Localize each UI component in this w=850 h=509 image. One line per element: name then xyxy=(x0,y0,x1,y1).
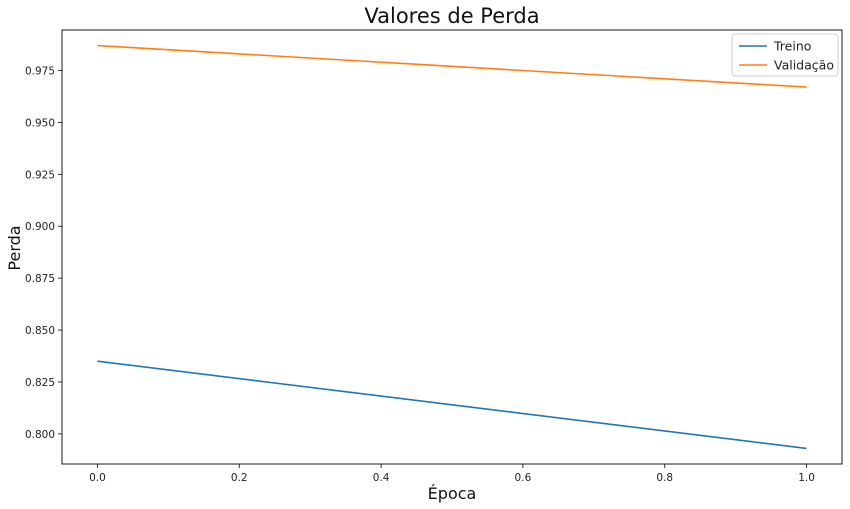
legend: Treino Validação xyxy=(731,33,839,77)
series-lines xyxy=(97,44,807,450)
y-tick-label: 0.925 xyxy=(25,169,55,181)
legend-label: Validação xyxy=(774,58,834,73)
x-tick-label: 0.6 xyxy=(515,472,532,484)
x-tick-label: 0.4 xyxy=(373,472,390,484)
series-line-validacao xyxy=(97,44,807,88)
x-tick-label: 0.8 xyxy=(656,472,673,484)
y-tick-label: 0.825 xyxy=(25,377,55,389)
series-line-treino xyxy=(97,360,807,450)
x-tick-label: 0.2 xyxy=(231,472,248,484)
y-tick-label: 0.900 xyxy=(25,221,55,233)
x-axis-label: Época xyxy=(428,484,477,503)
y-tick-label: 0.975 xyxy=(25,65,55,77)
y-tick-label: 0.875 xyxy=(25,273,55,285)
axis-ticks: 0.0 0.2 0.4 0.6 0.8 1.0 0.800 0.825 0.850 0.875 0.… xyxy=(25,65,815,484)
chart-title: Valores de Perda xyxy=(364,4,539,28)
legend-label: Treino xyxy=(773,39,811,54)
x-tick-label: 0.0 xyxy=(89,472,106,484)
y-tick-label: 0.800 xyxy=(25,429,55,441)
y-tick-label: 0.950 xyxy=(25,117,55,129)
plot-frame xyxy=(61,29,843,465)
x-tick-label: 1.0 xyxy=(798,472,815,484)
y-tick-label: 0.850 xyxy=(25,325,55,337)
y-axis-label: Perda xyxy=(5,225,24,270)
